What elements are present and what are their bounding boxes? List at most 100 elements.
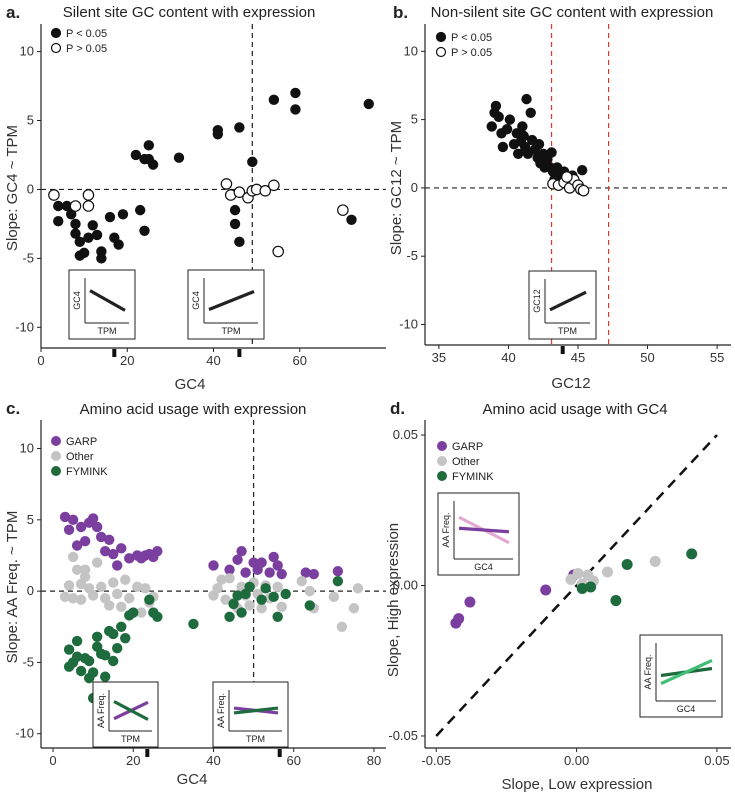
panel-a-inset-ylabel: GC4: [191, 291, 201, 310]
panel-d-inset-trend-line: [660, 658, 713, 686]
panel-c-point: [240, 567, 251, 578]
panel-d: d. Amino acid usage with GC4 Slope, Low …: [385, 399, 731, 793]
panel-a-axis-marker: [237, 349, 242, 357]
panel-c-point: [232, 554, 243, 565]
panel-c-point: [83, 655, 95, 667]
panel-b-x-tick-label: 40: [501, 350, 515, 365]
panel-b-x-tick-label: 45: [571, 350, 585, 365]
panel-a-point: [130, 149, 142, 161]
panel-a-point: [134, 204, 146, 216]
panel-b-point: [493, 111, 504, 123]
panel-c-inset-frame: [212, 681, 289, 748]
panel-a-inset-xlabel: TPM: [98, 326, 117, 336]
panel-c-inset-ylabel: AA Freq.: [216, 693, 226, 728]
panel-b-point: [577, 184, 590, 197]
panel-c-point: [75, 521, 87, 533]
panel-c-point: [136, 607, 147, 618]
panel-d-point: [649, 555, 661, 567]
panel-d-legend-label: FYMINK: [452, 471, 494, 483]
panel-a-point: [82, 189, 95, 201]
panel-c-y-tick-label: -5: [22, 654, 34, 669]
panel-d-point: [576, 583, 588, 595]
panel-c-point: [188, 618, 199, 630]
panel-d-inset-trend-line: [458, 526, 510, 534]
panel-c-point: [112, 588, 123, 600]
panel-b-inset-ylabel: GC12: [532, 289, 542, 313]
panel-d-y-tick-label: -0.05: [388, 728, 418, 743]
panel-a-point: [173, 152, 185, 163]
panel-d-point: [621, 558, 633, 570]
panel-a-letter: a.: [6, 3, 20, 22]
panel-a-point: [363, 98, 374, 110]
panel-d-point: [610, 595, 622, 607]
panel-c-point: [224, 611, 235, 622]
panel-a-point: [234, 122, 245, 133]
panel-c-inset-ylabel: AA Freq.: [96, 693, 106, 728]
panel-a-point: [96, 253, 107, 264]
panel-c-point: [140, 583, 151, 594]
panel-c-axis-marker: [145, 749, 150, 757]
panel-a-inset: TPM GC4: [68, 269, 136, 340]
panel-c-point: [224, 573, 235, 584]
panel-c-point: [296, 575, 307, 587]
panel-b-letter: b.: [393, 3, 408, 22]
panel-d-legend-swatch: [437, 456, 447, 466]
panel-b-y-tick-label: 10: [404, 43, 418, 58]
panel-c-point: [332, 575, 344, 587]
panel-b-ylabel: Slope: GC12 ~ TPM: [388, 121, 405, 255]
panel-c-inset-xlabel: TPM: [246, 734, 265, 744]
panel-b-point: [521, 93, 532, 105]
panel-a: a. Silent site GC content with expressio…: [4, 3, 386, 393]
panel-b-point: [504, 114, 516, 125]
panel-d-inset-xlabel: GC4: [677, 704, 696, 714]
panel-d-point: [572, 567, 584, 579]
panel-a-point: [65, 209, 77, 220]
panel-c-inset: TPM AA Freq.: [212, 681, 289, 748]
panel-c-point: [112, 560, 123, 571]
panel-a-inset-trend-line: [208, 290, 255, 311]
panel-d-point: [686, 548, 698, 560]
panel-c-point: [59, 591, 71, 603]
panel-c: c. Amino acid usage with expression GC4 …: [4, 399, 386, 788]
panel-c-point: [232, 590, 243, 601]
panel-b-y-tick-label: 0: [411, 180, 418, 195]
panel-d-point: [540, 584, 552, 596]
panel-c-x-tick-label: 80: [367, 753, 381, 768]
panel-d-inset-frame: [437, 492, 520, 576]
panel-c-point: [79, 564, 91, 575]
panel-c-legend-swatch: [51, 436, 61, 446]
panel-c-title: Amino acid usage with expression: [80, 401, 307, 418]
panel-c-point: [67, 514, 79, 526]
panel-c-point: [300, 567, 311, 578]
panel-a-point: [87, 220, 98, 231]
panel-a-title: Silent site GC content with expression: [63, 4, 316, 21]
panel-c-point: [256, 594, 267, 605]
panel-c-y-tick-label: 10: [20, 441, 34, 456]
panel-c-y-tick-label: 5: [27, 512, 34, 527]
panel-c-point: [63, 644, 75, 655]
panel-b-point: [546, 147, 557, 158]
panel-b-point: [576, 164, 588, 176]
panel-b-inset-xlabel: TPM: [558, 326, 577, 336]
panel-d-legend-swatch: [437, 441, 447, 451]
panel-a-inset: TPM GC4: [187, 269, 265, 340]
panel-c-point: [124, 553, 135, 564]
panel-c-point: [236, 546, 247, 557]
panel-a-y-tick-label: 0: [27, 181, 34, 196]
panel-c-point: [71, 651, 83, 662]
panel-b-x-tick-label: 50: [640, 350, 654, 365]
panel-d-xlabel: Slope, Low expression: [502, 776, 653, 793]
panel-c-point: [244, 581, 255, 593]
panel-c-point: [95, 581, 107, 593]
panel-c-point: [116, 621, 127, 632]
panel-c-point: [95, 531, 107, 543]
panel-d-inset-ylabel: AA Freq.: [643, 654, 653, 689]
panel-a-point: [212, 129, 224, 140]
panel-c-point: [272, 560, 283, 571]
panel-a-point: [82, 200, 95, 212]
panel-c-point: [264, 567, 275, 578]
panel-c-point: [308, 568, 319, 580]
panel-d-y-tick-label: 0.05: [393, 427, 418, 442]
panel-a-inset-xlabel: TPM: [222, 326, 241, 336]
